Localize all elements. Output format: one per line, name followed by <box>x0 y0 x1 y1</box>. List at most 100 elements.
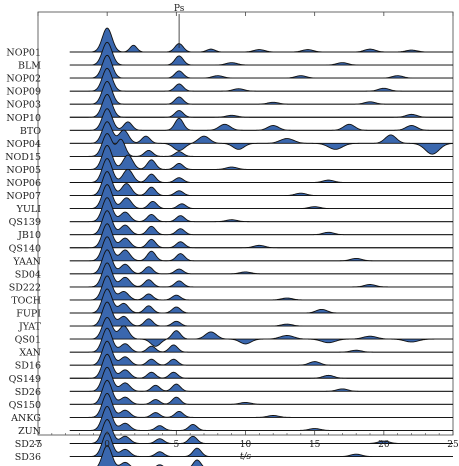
trace-line <box>69 197 453 223</box>
station-label: SD36 <box>15 452 41 463</box>
station-label: NOP04 <box>6 139 41 150</box>
trace-line <box>69 54 453 79</box>
trace-line <box>69 317 453 347</box>
trace-fill <box>69 289 453 313</box>
trace-line <box>69 301 453 327</box>
trace-line <box>69 67 453 92</box>
station-label: QS140 <box>9 243 41 254</box>
station-label: YULI <box>16 204 42 215</box>
trace-fill <box>69 94 453 118</box>
station-label: SD16 <box>15 361 41 372</box>
trace-fill <box>69 406 453 431</box>
x-tick-label: 15 <box>309 440 321 450</box>
station-label: QS139 <box>9 217 41 228</box>
trace-nop10 <box>69 94 453 118</box>
trace-line <box>69 133 453 157</box>
trace-nop04 <box>69 121 454 155</box>
trace-fill <box>69 121 453 155</box>
trace-zun <box>69 406 453 431</box>
ps-marker: Ps <box>174 4 185 48</box>
station-label: ANKG <box>10 413 41 424</box>
trace-line <box>69 80 453 105</box>
station-label: NOP06 <box>6 178 41 189</box>
station-label: SD04 <box>15 269 41 280</box>
trace-fupi <box>69 288 453 314</box>
station-label: ZUN <box>18 426 41 437</box>
station-label: QS01 <box>15 335 41 346</box>
station-label: SD26 <box>15 387 41 398</box>
x-axis-title: t/s <box>240 452 252 462</box>
trace-line <box>69 121 454 155</box>
trace-fill <box>69 432 453 457</box>
trace-line <box>69 366 453 392</box>
trace-line <box>69 340 453 366</box>
trace-line <box>69 108 453 131</box>
trace-line <box>69 353 453 379</box>
ps-marker-label: Ps <box>174 4 185 14</box>
trace-nop01 <box>69 27 453 53</box>
trace-line <box>69 210 453 236</box>
x-tick-label: 0 <box>104 440 110 450</box>
station-label: FUPI <box>16 309 41 320</box>
trace-blm <box>69 41 453 66</box>
trace-line <box>69 392 453 418</box>
station-label: TOCH <box>11 295 41 306</box>
x-axis: -5 0 5 10 15 20 25 t/s <box>34 12 459 462</box>
trace-fill <box>69 419 453 444</box>
trace-qs01 <box>69 317 453 347</box>
trace-line <box>69 145 453 170</box>
x-tick-label: 25 <box>447 440 459 450</box>
trace-fill <box>69 393 453 418</box>
trace-nop09 <box>69 67 453 92</box>
trace-fill <box>69 81 453 105</box>
trace-ankg <box>69 392 453 418</box>
trace-line <box>69 158 453 183</box>
trace-fill <box>69 145 453 170</box>
trace-fill <box>97 445 203 466</box>
trace-fill <box>69 68 453 92</box>
trace-fill <box>69 28 453 52</box>
x-tick-label: -5 <box>34 440 43 450</box>
trace-fill <box>69 55 453 79</box>
trace-line <box>69 236 453 262</box>
x-tick-label: 20 <box>378 440 390 450</box>
trace-line <box>69 432 453 457</box>
trace-fill <box>69 108 453 131</box>
station-label: BTO <box>20 126 41 137</box>
station-label: JB10 <box>17 230 41 241</box>
station-label: NOP07 <box>6 191 41 202</box>
trace-line <box>69 262 453 288</box>
trace-line <box>69 406 453 431</box>
station-label: JYAT <box>18 322 42 333</box>
station-label: BLM <box>18 61 41 72</box>
trace-fill <box>69 42 453 66</box>
station-label: NOP09 <box>6 87 41 98</box>
trace-line <box>69 27 453 53</box>
station-label: QS149 <box>9 374 41 385</box>
trace-line <box>69 41 453 66</box>
trace-line <box>69 171 453 196</box>
station-label: NOP05 <box>6 165 41 176</box>
station-label: QS150 <box>9 400 41 411</box>
trace-bto <box>69 108 453 131</box>
trace-nop05 <box>69 145 453 170</box>
station-label: NOP10 <box>6 113 41 124</box>
trace-line <box>69 419 453 444</box>
trace-line <box>69 184 453 210</box>
station-label: SD222 <box>9 282 41 293</box>
trace-sd212 <box>97 445 204 466</box>
trace-line <box>69 223 453 249</box>
trace-sd36 <box>69 432 453 457</box>
station-label: NOD15 <box>5 152 41 163</box>
station-label: SD27 <box>15 439 41 450</box>
trace-line <box>69 379 453 405</box>
trace-nop03 <box>69 80 453 105</box>
station-labels: NOP01 BLM NOP02 NOP09 NOP03 NOP10 BTO NOP04 NOD1… <box>5 48 41 466</box>
station-label: NOP01 <box>6 48 41 59</box>
trace-line <box>69 327 453 353</box>
x-tick-label: 10 <box>240 440 252 450</box>
trace-line <box>69 249 453 275</box>
trace-line <box>69 275 453 301</box>
x-tick-label: 5 <box>173 440 179 450</box>
trace-nop02 <box>69 54 453 79</box>
